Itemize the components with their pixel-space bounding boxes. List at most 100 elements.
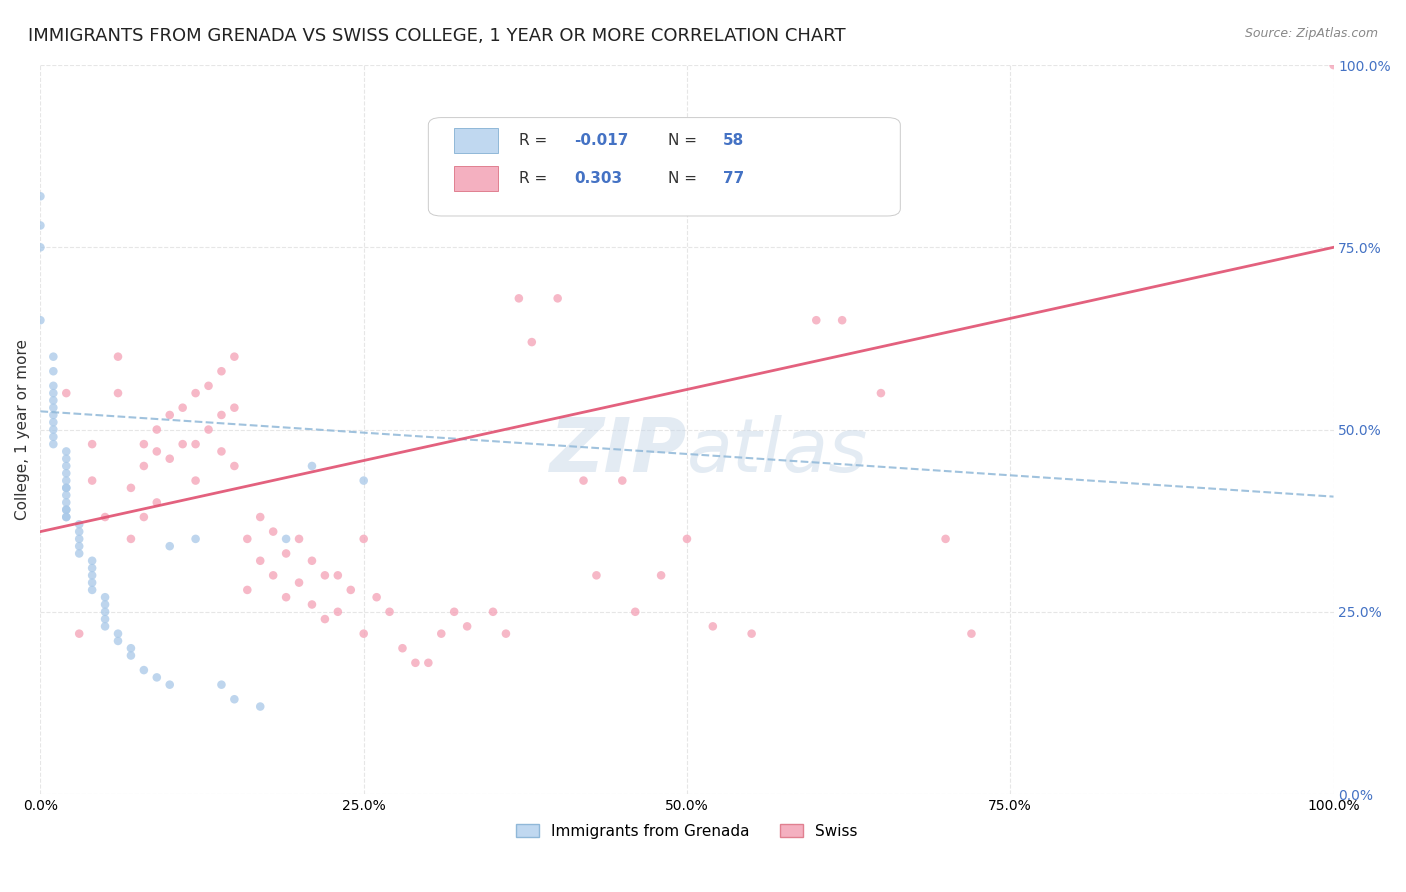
Point — [94, 591, 117, 605]
Point — [42, 401, 65, 415]
Point — [67, 546, 90, 560]
Point — [404, 656, 426, 670]
Y-axis label: College, 1 year or more: College, 1 year or more — [15, 339, 30, 520]
Point — [42, 437, 65, 451]
Point — [132, 510, 155, 524]
Point — [418, 656, 440, 670]
Point — [353, 532, 375, 546]
Point — [353, 474, 375, 488]
Point — [42, 364, 65, 378]
Point — [274, 532, 297, 546]
Point — [572, 474, 595, 488]
Point — [224, 350, 246, 364]
Point — [262, 524, 284, 539]
Point — [55, 458, 77, 473]
Point — [288, 575, 311, 590]
Point — [42, 430, 65, 444]
Point — [82, 582, 104, 597]
Point — [55, 488, 77, 502]
Point — [146, 423, 169, 437]
Point — [224, 458, 246, 473]
Point — [42, 408, 65, 422]
Point — [211, 364, 233, 378]
Point — [184, 474, 207, 488]
Point — [482, 605, 505, 619]
Point — [42, 379, 65, 393]
Point — [120, 532, 142, 546]
Point — [960, 626, 983, 640]
Point — [55, 502, 77, 516]
Point — [94, 510, 117, 524]
Point — [55, 502, 77, 516]
Point — [430, 626, 453, 640]
Point — [67, 532, 90, 546]
Point — [366, 591, 388, 605]
Point — [107, 634, 129, 648]
Point — [301, 458, 323, 473]
Point — [159, 678, 181, 692]
Point — [55, 510, 77, 524]
Point — [42, 386, 65, 401]
Point — [30, 219, 52, 233]
Point — [702, 619, 724, 633]
Point — [55, 481, 77, 495]
Text: R =: R = — [519, 170, 553, 186]
FancyBboxPatch shape — [429, 118, 900, 216]
Point — [676, 532, 699, 546]
Point — [197, 423, 219, 437]
Point — [55, 386, 77, 401]
Point — [146, 670, 169, 684]
Point — [301, 554, 323, 568]
Point — [211, 678, 233, 692]
Point — [94, 612, 117, 626]
Point — [831, 313, 853, 327]
Point — [935, 532, 957, 546]
Point — [172, 401, 194, 415]
FancyBboxPatch shape — [454, 128, 498, 153]
Text: 77: 77 — [723, 170, 744, 186]
Point — [67, 539, 90, 553]
Point — [391, 641, 413, 656]
Point — [82, 474, 104, 488]
Point — [82, 437, 104, 451]
Point — [495, 626, 517, 640]
Point — [132, 437, 155, 451]
Point — [159, 451, 181, 466]
Point — [274, 591, 297, 605]
Point — [184, 386, 207, 401]
Point — [456, 619, 478, 633]
Text: 0.303: 0.303 — [575, 170, 623, 186]
Point — [120, 481, 142, 495]
Point — [443, 605, 465, 619]
Point — [184, 437, 207, 451]
Point — [132, 663, 155, 677]
Point — [55, 510, 77, 524]
Point — [585, 568, 607, 582]
Point — [274, 546, 297, 560]
Point — [30, 240, 52, 254]
Point — [378, 605, 401, 619]
Point — [42, 423, 65, 437]
Point — [249, 510, 271, 524]
Point — [612, 474, 634, 488]
Text: -0.017: -0.017 — [575, 133, 628, 148]
Point — [120, 641, 142, 656]
Point — [94, 619, 117, 633]
Point — [249, 699, 271, 714]
Text: IMMIGRANTS FROM GRENADA VS SWISS COLLEGE, 1 YEAR OR MORE CORRELATION CHART: IMMIGRANTS FROM GRENADA VS SWISS COLLEGE… — [28, 27, 846, 45]
Point — [42, 415, 65, 429]
Point — [132, 458, 155, 473]
FancyBboxPatch shape — [454, 167, 498, 191]
Point — [55, 444, 77, 458]
Text: 58: 58 — [723, 133, 744, 148]
Point — [120, 648, 142, 663]
Point — [236, 532, 259, 546]
Point — [55, 495, 77, 509]
Point — [82, 561, 104, 575]
Point — [766, 168, 789, 182]
Point — [55, 481, 77, 495]
Point — [249, 554, 271, 568]
Point — [107, 626, 129, 640]
Point — [547, 291, 569, 305]
Text: N =: N = — [668, 170, 702, 186]
